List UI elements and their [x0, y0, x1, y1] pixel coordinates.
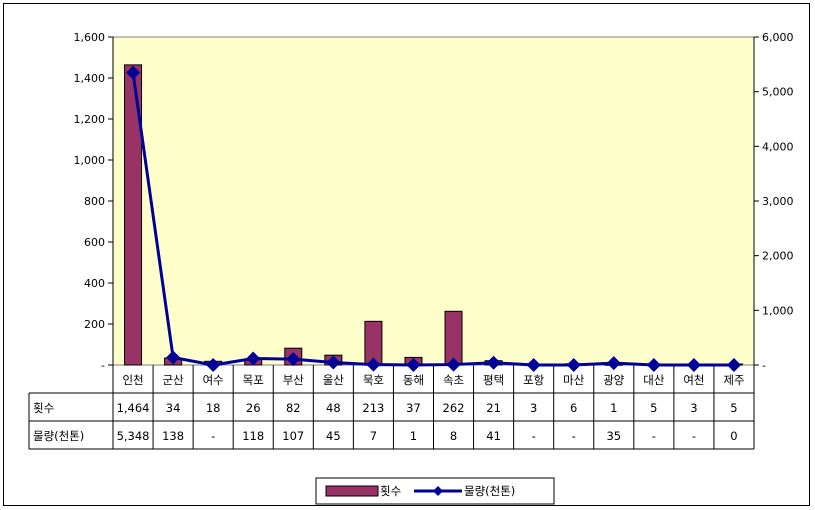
table-cell: 35 [606, 429, 621, 443]
left-tick-label: 1,400 [74, 72, 106, 85]
left-tick-label: 600 [84, 236, 105, 249]
table-cell: 1 [610, 401, 617, 415]
bar [444, 310, 463, 366]
table-row-label: 물량(천톤) [33, 429, 84, 443]
table-row-label: 횟수 [33, 401, 54, 415]
category-label: 군산 [163, 373, 185, 387]
right-tick-label: 1,000 [762, 304, 794, 317]
category-label: 인천 [122, 373, 143, 387]
left-tick-label: 400 [84, 277, 105, 290]
category-label: 대산 [643, 373, 665, 387]
line-point [726, 358, 741, 372]
category-label: 여수 [203, 373, 224, 387]
right-tick-label: 6,000 [762, 31, 794, 44]
left-tick-label: 1,600 [74, 31, 106, 44]
table-cell: 5 [650, 401, 657, 415]
right-tick-label: 5,000 [762, 86, 794, 99]
line-point [486, 355, 501, 370]
line-point [126, 65, 141, 80]
line-series [131, 72, 734, 367]
table-cell: 1 [410, 429, 417, 443]
right-tick-label: 4,000 [762, 140, 794, 153]
table-cell: 5 [730, 401, 737, 415]
table-cell: 41 [486, 429, 501, 443]
category-label: 제주 [723, 373, 744, 387]
category-label: 동해 [403, 373, 424, 387]
table-cell: 118 [242, 429, 264, 443]
category-label: 마산 [563, 373, 585, 387]
right-tick-label: - [762, 359, 766, 372]
line-point [286, 352, 301, 367]
legend-line-marker [433, 486, 443, 496]
table-cell: 34 [166, 401, 181, 415]
line-point [166, 350, 181, 365]
category-label: 울산 [323, 373, 345, 387]
table-cell: - [572, 429, 576, 443]
category-label: 여천 [683, 373, 704, 387]
chart-frame: - 200 400 600 800 1,000 1,200 1,400 1,600 - 1,000 2… [3, 3, 810, 506]
table-cell: 262 [443, 401, 465, 415]
table-cell: 3 [690, 401, 697, 415]
line-point [326, 355, 341, 370]
table-cell: - [692, 429, 696, 443]
plot-area [112, 36, 755, 366]
table-cell: 3 [530, 401, 537, 415]
category-label: 부산 [283, 373, 305, 387]
line-point [246, 351, 261, 366]
table-cell: 8 [450, 429, 457, 443]
table-cell: 45 [326, 429, 341, 443]
table-cell: 107 [282, 429, 304, 443]
table-cell: 213 [362, 401, 384, 415]
table-cell: 37 [406, 401, 421, 415]
left-tick-label: 1,000 [74, 154, 106, 167]
bar [124, 64, 143, 366]
category-label: 포항 [523, 373, 545, 387]
left-tick-label: 200 [84, 318, 105, 331]
right-tick-label: 3,000 [762, 195, 794, 208]
category-label: 평택 [483, 373, 504, 387]
table-cell: 1,464 [117, 401, 150, 415]
table-cell: 26 [246, 401, 261, 415]
line-point [206, 358, 221, 372]
table-cell: 48 [326, 401, 341, 415]
line-point [606, 356, 621, 371]
table-cell: - [652, 429, 656, 443]
table-cell: 138 [162, 429, 184, 443]
table-cell: 0 [730, 429, 737, 443]
table-cell: - [532, 429, 536, 443]
category-label: 광양 [603, 373, 625, 387]
table-cell: - [211, 429, 215, 443]
table-cell: 6 [570, 401, 577, 415]
table-cell: 7 [370, 429, 377, 443]
line-point [366, 357, 381, 372]
legend-bar-label: 횟수 [380, 484, 401, 498]
table-cell: 5,348 [117, 429, 150, 443]
right-tick-label: 2,000 [762, 250, 794, 263]
left-tick-label: 800 [84, 195, 105, 208]
line-point [646, 358, 661, 372]
line-point [406, 357, 421, 372]
category-label: 묵호 [363, 373, 384, 387]
legend-bar-swatch [325, 485, 379, 497]
combo-chart: - 200 400 600 800 1,000 1,200 1,400 1,600 - 1,000 2… [28, 31, 794, 505]
line-point [526, 358, 541, 372]
left-tick-label: 1,200 [74, 113, 106, 126]
category-label: 목포 [243, 373, 264, 387]
left-tick-label: - [101, 359, 105, 372]
line-point [446, 357, 461, 372]
table-cell: 21 [486, 401, 501, 415]
line-point [566, 358, 581, 372]
table-cell: 82 [286, 401, 301, 415]
legend-line-label: 물량(천톤) [464, 484, 515, 498]
table-cell: 18 [206, 401, 221, 415]
category-label: 속초 [443, 373, 464, 387]
line-point [686, 358, 701, 372]
